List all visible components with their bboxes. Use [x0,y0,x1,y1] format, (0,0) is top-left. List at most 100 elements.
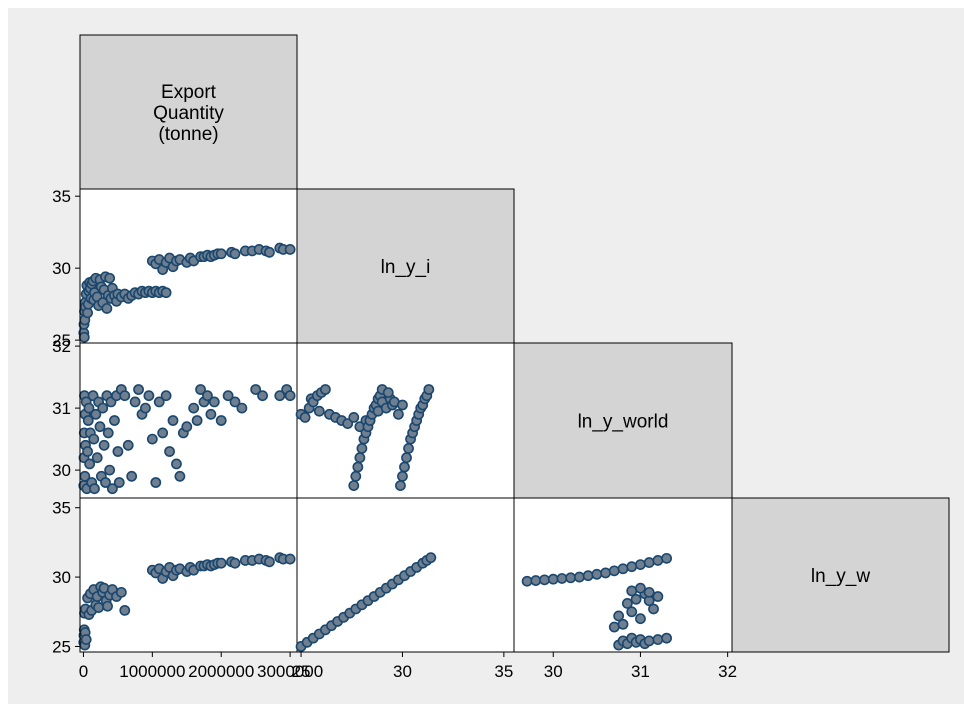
data-point [652,591,664,602]
data-point [195,384,206,395]
y-tick-label: 32 [52,337,71,356]
data-point [613,610,625,622]
data-point [397,470,408,482]
diagonal-box-ln_y_i [296,188,515,344]
data-point [126,470,138,482]
data-point [397,399,408,411]
data-point [122,439,134,451]
data-point [229,557,241,569]
data-point [608,621,620,633]
data-point [93,602,104,614]
y-tick-label: 30 [52,259,71,278]
data-point [352,461,364,473]
data-point [356,442,368,454]
y-tick-label: 35 [52,499,71,518]
data-point [582,570,594,582]
data-point [82,415,94,426]
x-tick-label: 25 [292,662,311,681]
data-point [521,575,533,587]
data-point [102,427,114,439]
data-point [617,563,629,575]
data-point [150,477,162,488]
data-point [393,408,404,420]
data-point [556,573,568,584]
x-tick-label: 30 [393,662,412,681]
data-point [80,634,92,645]
x-tick-label: 32 [718,662,737,681]
data-point [129,396,141,408]
data-point [643,557,655,568]
data-point [264,556,275,568]
y-tick-label: 35 [52,187,71,206]
data-point [661,552,672,564]
data-point [319,384,331,395]
data-point [425,552,437,564]
data-point [143,390,155,402]
data-point [591,568,603,580]
data-point [652,634,664,645]
diagonal-box-ln_y_w [731,497,950,653]
data-point [164,446,175,457]
data-point [167,415,179,426]
data-point [313,405,325,417]
data-point [102,600,113,612]
data-point [274,390,286,402]
data-point [250,384,262,395]
data-point [140,402,151,414]
data-point [342,418,354,429]
data-point [423,384,435,395]
data-point [643,586,655,598]
diagonal-label-export: Export [161,82,217,103]
data-point [215,557,227,569]
data-point [112,446,124,457]
data-point [635,613,646,625]
data-point [101,303,113,314]
x-tick-label: 30 [544,662,563,681]
data-point [348,411,360,423]
data-point [652,555,664,566]
data-point [626,561,638,573]
data-point [115,586,127,598]
data-point [635,559,646,570]
data-point [621,598,633,609]
y-tick-label: 25 [52,637,71,656]
data-point [84,458,96,470]
y-tick-label: 31 [52,399,71,418]
panel-points-ln_y_w-vs-ln_y_world [521,552,672,651]
y-tick-label: 30 [52,461,71,480]
data-point [97,402,109,414]
data-point [229,396,241,408]
data-point [82,307,93,319]
data-point [104,464,116,476]
data-point [98,439,110,451]
data-point [600,567,611,579]
data-point [626,606,638,618]
data-point [626,585,638,597]
diagonal-box-ln_y_world [513,342,733,499]
data-point [202,390,213,402]
data-point [264,246,275,258]
data-point [236,402,248,414]
data-point [348,480,360,491]
data-point [181,421,193,433]
data-point [608,565,620,577]
panel-points-ln_y_w-vs-ln_y_i [295,552,437,652]
data-point [284,553,296,565]
data-point [617,618,629,630]
diagonal-label-ln_y_w: ln_y_w [811,566,870,587]
diagonal-label-ln_y_i: ln_y_i [381,257,431,278]
data-point [208,396,220,408]
data-point [109,415,120,426]
scatter-panels [78,188,733,653]
y-tick-label: 25 [52,331,71,350]
data-point [299,411,311,423]
data-point [100,477,111,488]
data-point [94,421,106,433]
x-tick-label: 31 [631,662,650,681]
panel-points-ln_y_w-vs-export [78,552,296,651]
data-point [90,408,102,420]
panel-points-ln_y_i-vs-export [78,242,296,343]
data-point [401,452,412,464]
